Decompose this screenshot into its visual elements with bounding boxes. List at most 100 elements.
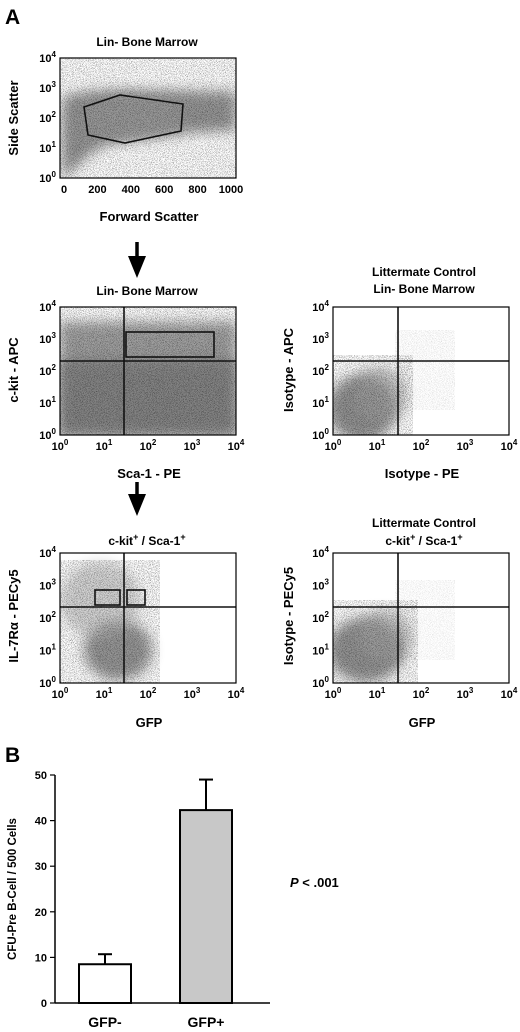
y-tick-label: 20 xyxy=(35,907,47,919)
plot-frame xyxy=(332,306,510,436)
panel-a-letter: A xyxy=(5,6,20,29)
gate-gfp-pos xyxy=(126,589,146,606)
y-tick-label: 101 xyxy=(312,643,329,658)
x-tick-label: 102 xyxy=(413,686,430,701)
x-tick-label: 101 xyxy=(369,686,386,701)
x-tick-label: 104 xyxy=(228,438,245,453)
y-axis-label: Isotype - PECy5 xyxy=(281,567,296,665)
x-tick-label: 101 xyxy=(96,438,113,453)
y-tick-label: 101 xyxy=(39,643,56,658)
p-value-annotation: P < .001 xyxy=(290,875,339,890)
y-tick-label: 103 xyxy=(312,331,329,346)
y-tick-label: 104 xyxy=(39,545,56,560)
x-category-label: GFP- xyxy=(88,1014,122,1030)
x-tick-label: 100 xyxy=(325,686,342,701)
plot-isotype-apc-pe: Littermate Control Lin- Bone Marrow Isot… xyxy=(281,265,510,481)
y-axis-label: IL-7Rα - PECy5 xyxy=(6,569,21,662)
flow-arrow-1 xyxy=(128,242,146,278)
y-axis-label: Side Scatter xyxy=(6,80,21,155)
plot-title: Lin- Bone Marrow xyxy=(96,284,198,298)
y-tick-label: 100 xyxy=(312,675,329,690)
x-tick-label: 103 xyxy=(457,686,474,701)
y-tick-label: 102 xyxy=(39,110,56,125)
x-axis-label: GFP xyxy=(136,715,163,730)
x-tick-label: 600 xyxy=(155,184,173,196)
y-tick-label: 104 xyxy=(312,299,329,314)
x-tick-label: 101 xyxy=(96,686,113,701)
gate xyxy=(83,94,184,144)
y-tick-label: 104 xyxy=(39,50,56,65)
x-tick-label: 800 xyxy=(188,184,206,196)
gate-gfp-neg xyxy=(94,589,121,606)
x-tick-label: 101 xyxy=(369,438,386,453)
y-tick-label: 103 xyxy=(39,80,56,95)
plot-frame xyxy=(59,552,237,684)
x-tick-label: 100 xyxy=(52,438,69,453)
scatter-cloud xyxy=(60,58,236,178)
y-tick-label: 101 xyxy=(312,395,329,410)
y-tick-label: 10 xyxy=(35,952,47,964)
scatter-cloud xyxy=(333,307,509,435)
plot-fsc-ssc: Lin- Bone Marrow Forward Scatter Side Sc… xyxy=(6,35,237,224)
plot-ckit-sca1: Lin- Bone Marrow Sca-1 - PE c-kit - APC xyxy=(6,284,237,481)
x-tick-label: 104 xyxy=(228,686,245,701)
x-axis-label: Forward Scatter xyxy=(100,209,199,224)
x-axis-label: Isotype - PE xyxy=(385,466,460,481)
plot-title-line2: c-kit+ / Sca-1+ xyxy=(385,532,462,548)
y-axis-label: c-kit - APC xyxy=(6,337,21,403)
panel-b-letter: B xyxy=(5,744,20,767)
y-tick-label: 102 xyxy=(312,363,329,378)
plot-title: Lin- Bone Marrow xyxy=(96,35,198,49)
y-tick-label: 103 xyxy=(312,578,329,593)
y-tick-label: 30 xyxy=(35,861,47,873)
tick-labels-layer: 100 101 102 103 104 0 200 400 600 800 1000 100 101 10… xyxy=(39,50,518,701)
x-tick-label: 103 xyxy=(457,438,474,453)
bar xyxy=(179,809,233,1004)
flow-arrow-2 xyxy=(128,482,146,516)
y-axis-label: CFU-Pre B-Cell / 500 Cells xyxy=(7,818,19,960)
x-tick-label: 104 xyxy=(501,686,518,701)
x-tick-label: 200 xyxy=(88,184,106,196)
x-tick-label: 104 xyxy=(501,438,518,453)
y-tick-label: 103 xyxy=(39,331,56,346)
x-tick-label: 100 xyxy=(325,438,342,453)
x-tick-label: 103 xyxy=(184,686,201,701)
bar xyxy=(78,963,132,1004)
y-tick-label: 101 xyxy=(39,395,56,410)
y-tick-label: 103 xyxy=(39,578,56,593)
x-axis-label: GFP xyxy=(409,715,436,730)
x-tick-label: 0 xyxy=(61,184,67,196)
y-tick-label: 100 xyxy=(39,675,56,690)
bar-chart: 0 10 20 30 40 50 GFP- GFP+ CFU-Pre B-Cell / 500… xyxy=(7,770,339,1030)
y-tick-label: 101 xyxy=(39,140,56,155)
plot-il7r-gfp: c-kit+ / Sca-1+ GFP IL-7Rα - PECy5 xyxy=(6,532,237,730)
scatter-cloud xyxy=(60,553,236,683)
gate xyxy=(125,331,215,358)
plot-title-line1: Littermate Control xyxy=(372,516,476,530)
scatter-cloud xyxy=(333,553,509,683)
plot-frame xyxy=(59,306,237,436)
plot-isotype-pecy5-gfp: Littermate Control c-kit+ / Sca-1+ GFP I… xyxy=(281,516,510,730)
y-tick-label: 102 xyxy=(39,610,56,625)
plot-frame xyxy=(332,552,510,684)
y-tick-label: 102 xyxy=(312,610,329,625)
y-tick-label: 104 xyxy=(39,299,56,314)
x-tick-label: 400 xyxy=(122,184,140,196)
x-category-label: GFP+ xyxy=(188,1014,225,1030)
y-tick-label: 100 xyxy=(39,170,56,185)
bars-layer: 0 10 20 30 40 50 GFP- GFP+ xyxy=(35,770,233,1030)
plot-title-line1: Littermate Control xyxy=(372,265,476,279)
scatter-cloud xyxy=(60,307,236,435)
y-tick-label: 102 xyxy=(39,363,56,378)
x-tick-label: 1000 xyxy=(219,184,243,196)
plot-title-line2: Lin- Bone Marrow xyxy=(373,282,475,296)
x-tick-label: 102 xyxy=(413,438,430,453)
y-tick-label: 50 xyxy=(35,770,47,782)
x-axis-label: Sca-1 - PE xyxy=(117,466,181,481)
y-tick-label: 0 xyxy=(41,998,47,1010)
x-tick-label: 102 xyxy=(140,438,157,453)
y-tick-label: 100 xyxy=(312,427,329,442)
plot-frame xyxy=(59,57,237,179)
y-tick-label: 104 xyxy=(312,545,329,560)
